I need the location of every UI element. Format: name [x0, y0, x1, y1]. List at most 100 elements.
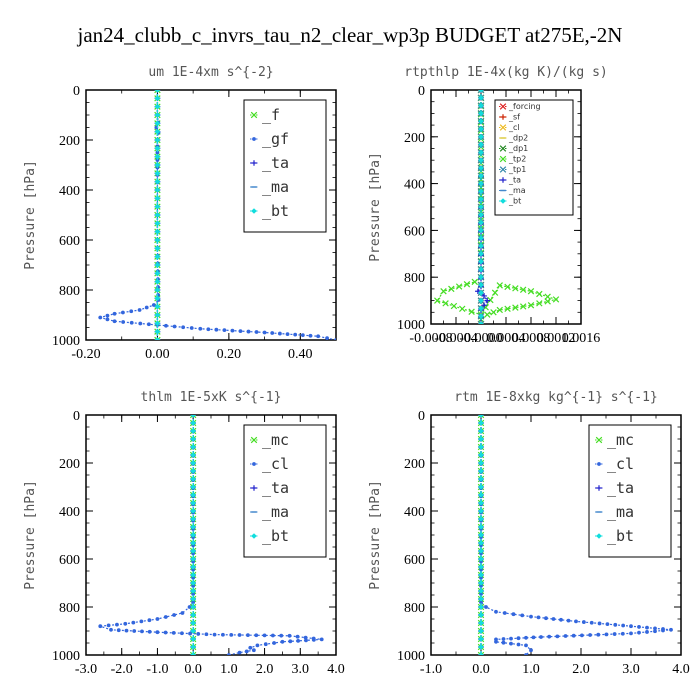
- legend-label: _bt: [262, 202, 289, 220]
- y-tick-label: 0: [418, 84, 425, 99]
- series-cl-point: [661, 628, 665, 633]
- legend-label: _dp2: [508, 134, 528, 143]
- series-bt-point: [478, 180, 484, 187]
- series-bt-point: [154, 328, 161, 335]
- series-bt-point: [478, 460, 484, 466]
- series-cl-point: [479, 584, 483, 588]
- series-bt-point: [478, 90, 484, 93]
- series-bt-point: [478, 476, 484, 482]
- series-cl-point: [539, 635, 543, 639]
- series-bt-point: [478, 305, 484, 312]
- series-bt-point: [478, 428, 484, 434]
- x-tick-label: -3.0: [75, 662, 97, 677]
- series-bt-point: [478, 251, 484, 257]
- series-cl-point: [612, 632, 617, 636]
- series-ta-point: [475, 288, 481, 295]
- series-cl-point: [669, 627, 673, 632]
- series-gf-point: [105, 317, 110, 322]
- y-tick-label: 400: [404, 178, 425, 193]
- series-cl-point: [629, 624, 633, 629]
- series-bt-point: [154, 212, 161, 218]
- legend: _mc _cl _ta _ma _bt: [588, 424, 672, 558]
- series-bt-point: [190, 636, 196, 642]
- series-bt-point: [478, 235, 484, 241]
- series-tp2-point: [552, 296, 560, 303]
- series-bt-point: [478, 444, 484, 450]
- series-bt-point: [154, 237, 161, 243]
- series-cl-point: [255, 643, 260, 648]
- series-bt-point: [190, 452, 196, 458]
- series-ta-point: [481, 302, 487, 309]
- series-bt-point: [154, 203, 161, 210]
- series-gf-point: [181, 325, 186, 330]
- legend-label: _mc: [262, 431, 289, 449]
- series-tp2-point: [536, 290, 543, 298]
- series-cl-point: [645, 630, 649, 634]
- y-axis-label: Pressure [hPa]: [23, 160, 38, 270]
- series-gf-point: [254, 330, 259, 334]
- series-gf-point: [277, 331, 282, 336]
- series-cl-point: [123, 621, 128, 626]
- series-cl-point: [520, 613, 525, 618]
- series-cl-point: [171, 630, 176, 635]
- y-tick-label: 200: [59, 134, 80, 149]
- series-cl-point: [653, 626, 657, 631]
- y-tick-label: 1000: [397, 318, 425, 333]
- series-cl-point: [116, 628, 121, 633]
- series-cl-point: [563, 634, 568, 638]
- legend-label: _ta: [262, 479, 289, 497]
- series-cl-point: [589, 620, 594, 625]
- panel-1: um 1E-4xm s^{-2} Pressure [hPa] 0 200 400 600…: [23, 65, 337, 362]
- y-tick-label: 600: [59, 553, 80, 568]
- series-cl-point: [581, 620, 586, 624]
- series-bt-point: [190, 652, 196, 655]
- series-bt-point: [478, 436, 484, 442]
- y-tick-label: 0: [73, 409, 80, 424]
- series-cl-point: [571, 633, 576, 638]
- x-tick-label: 0.40: [288, 347, 313, 362]
- series-bt-point: [154, 162, 161, 168]
- series-gf-point: [146, 322, 151, 327]
- series-cl-point: [295, 634, 300, 639]
- series-bt-point: [478, 564, 484, 570]
- series-bt-point: [190, 580, 196, 586]
- x-tick-label: 0.00: [145, 347, 170, 362]
- series-bt-point: [478, 492, 484, 498]
- series-bt-point: [478, 620, 484, 626]
- series-bt-point: [478, 110, 484, 117]
- legend: _f _gf _ta _ma _bt: [243, 99, 327, 233]
- series-bt-point: [478, 290, 484, 296]
- series-cl-point: [109, 627, 113, 632]
- y-tick-label: 400: [59, 505, 80, 520]
- panel-title: rtm 1E-8xkg kg^{-1} s^{-1}: [454, 390, 658, 405]
- series-cl-point: [212, 632, 217, 637]
- series-cl-point: [319, 637, 324, 642]
- y-tick-label: 600: [404, 553, 425, 568]
- series-mc-point: [189, 415, 197, 419]
- series-tp1-point: [477, 320, 485, 324]
- series-bt-point: [478, 134, 484, 140]
- series-cl-point: [244, 649, 249, 654]
- series-bt-point: [478, 580, 484, 586]
- series-cl-point: [596, 632, 601, 637]
- series-cl-point: [574, 619, 578, 624]
- series-cl-point: [155, 630, 160, 635]
- series-cl-point: [653, 629, 657, 634]
- series-cl-point: [132, 629, 137, 633]
- series-tp2-point: [490, 309, 497, 316]
- series-group: [98, 415, 324, 655]
- series-bt-point: [478, 141, 484, 148]
- series-group: [434, 90, 560, 324]
- x-tick-label: 4.0: [672, 662, 690, 677]
- legend-label: _ta: [607, 479, 634, 497]
- x-tick-label: -0.0000: [459, 331, 502, 346]
- series-cl-point: [303, 635, 308, 640]
- legend-label: _forcing: [508, 102, 541, 111]
- series-bt-point: [190, 628, 196, 634]
- legend-label: _bt: [607, 527, 634, 545]
- series-bt-point: [154, 295, 161, 302]
- series-cl-point: [637, 625, 641, 629]
- series-bt-point: [478, 188, 484, 195]
- series-bt-point: [190, 460, 196, 466]
- series-bt-point: [478, 274, 484, 280]
